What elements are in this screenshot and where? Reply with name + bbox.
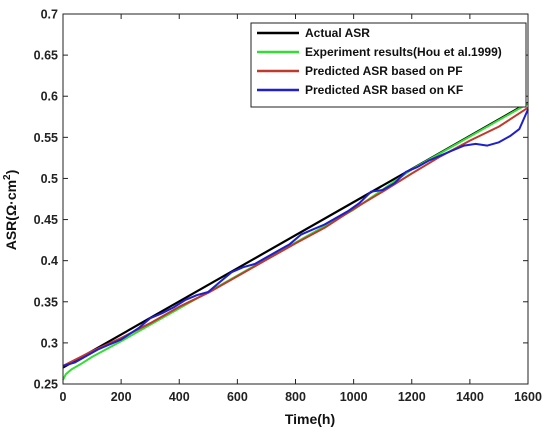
x-axis-title: Time(h) <box>285 411 335 427</box>
x-tick-label: 1200 <box>398 390 426 404</box>
legend-label-2: Experiment results(Hou et al.1999) <box>305 45 502 59</box>
y-axis-title-close: ) <box>3 170 19 175</box>
y-tick-label: 0.7 <box>41 8 58 22</box>
y-tick-label: 0.5 <box>41 172 58 186</box>
y-axis-title-superscript: 2 <box>2 174 13 180</box>
y-tick-label: 0.6 <box>41 90 58 104</box>
x-tick-label: 1000 <box>340 390 368 404</box>
x-tick-label: 400 <box>169 390 190 404</box>
x-tick-label: 1600 <box>514 390 542 404</box>
y-tick-label: 0.65 <box>34 49 58 63</box>
y-tick-label: 0.4 <box>41 254 58 268</box>
x-tick-label: 1400 <box>456 390 484 404</box>
y-axis-title-main: ASR(Ω·cm <box>3 180 19 250</box>
y-tick-label: 0.35 <box>34 295 58 309</box>
y-tick-label: 0.3 <box>41 336 58 350</box>
legend-label-4: Predicted ASR based on KF <box>305 83 463 97</box>
y-axis-title: ASR(Ω·cm2) <box>2 170 19 251</box>
ticks-layer: 0 200 400 600 800 1000 1200 1400 1600 0.25 0.3 0.35… <box>34 8 542 405</box>
y-tick-label: 0.45 <box>34 213 58 227</box>
series-layer <box>62 101 529 381</box>
x-tick-label: 200 <box>111 390 132 404</box>
y-tick-label: 0.55 <box>34 131 58 145</box>
y-tick-label: 0.25 <box>34 378 58 392</box>
legend-box <box>250 22 527 108</box>
legend: Actual ASR Experiment results(Hou et al.1… <box>250 22 527 108</box>
x-tick-label: 600 <box>227 390 248 404</box>
legend-label-1: Actual ASR <box>305 26 370 40</box>
legend-label-3: Predicted ASR based on PF <box>305 64 463 78</box>
x-tick-label: 800 <box>285 390 306 404</box>
series-line-4 <box>62 108 529 367</box>
x-tick-label: 0 <box>60 390 67 404</box>
